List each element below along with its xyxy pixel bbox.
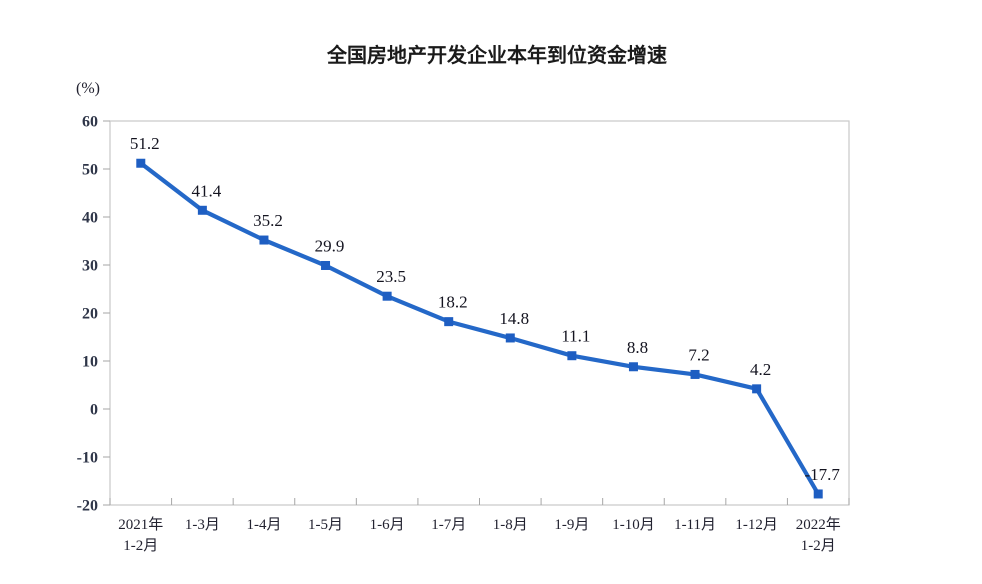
data-point-marker	[444, 317, 454, 327]
x-axis-labels: 2021年 1-2月 1-3月 1-4月 1-5月 1-6月 1-7月 1-8月 1-9月 1-1…	[118, 516, 840, 554]
data-point-label: 4.2	[750, 360, 771, 379]
x-tick-label: 1-3月	[185, 517, 220, 533]
data-point-label: 7.2	[688, 345, 709, 364]
y-tick-label: 10	[82, 354, 98, 371]
data-point-marker	[197, 205, 207, 215]
y-axis-unit-label: (%)	[76, 80, 100, 97]
x-tick-label: 1-10月	[612, 517, 655, 533]
data-point-label: 23.5	[376, 267, 406, 286]
x-tick-label: 2022年 1-2月	[796, 516, 841, 554]
plot-area-border	[109, 120, 850, 506]
data-point-marker	[567, 351, 577, 361]
x-tick-label: 1-7月	[431, 517, 466, 533]
chart-title: 全国房地产开发企业本年到位资金增速	[326, 43, 667, 67]
data-point-label: 29.9	[315, 236, 345, 255]
data-point-marker	[752, 384, 762, 394]
x-tick-label: 1-4月	[246, 517, 281, 533]
y-tick-label: 50	[82, 162, 98, 179]
x-tick-label: 1-6月	[370, 517, 405, 533]
data-point-label: 18.2	[438, 293, 468, 312]
data-point-marker	[628, 362, 638, 372]
data-point-label: -17.7	[804, 465, 840, 484]
y-tick-label: 30	[82, 258, 98, 275]
x-tick-label: 1-8月	[493, 517, 528, 533]
data-point-markers	[136, 158, 823, 499]
data-point-labels: 51.2 41.4 35.2 29.9 23.5 18.2 14.8 11.1 8.8 7.2 4.…	[130, 134, 840, 484]
data-point-marker	[690, 369, 700, 379]
data-point-marker	[321, 260, 331, 270]
data-point-label: 35.2	[253, 211, 283, 230]
data-point-marker	[813, 489, 823, 499]
data-series-line	[138, 161, 821, 497]
x-tick-label: 1-9月	[554, 517, 589, 533]
y-tick-label: 40	[82, 210, 98, 227]
x-tick-label: 1-12月	[735, 517, 778, 533]
y-tick-label: -10	[77, 450, 98, 467]
x-tick-label: 1-5月	[308, 517, 343, 533]
y-tick-label: 0	[90, 402, 98, 419]
x-tick-label: 1-11月	[674, 517, 716, 533]
y-axis-ticks: -20 -10 0 10 20 30 40 50 60	[77, 114, 110, 515]
data-point-marker	[259, 235, 269, 245]
y-tick-label: 20	[82, 306, 98, 323]
data-point-label: 51.2	[130, 134, 160, 153]
series-polyline	[138, 161, 821, 497]
data-point-label: 8.8	[627, 338, 648, 357]
data-point-marker	[136, 158, 146, 168]
x-tick-label: 2021年 1-2月	[118, 516, 163, 554]
y-tick-label: -20	[77, 498, 98, 515]
data-point-label: 11.1	[561, 327, 590, 346]
data-point-label: 41.4	[192, 181, 222, 200]
data-point-marker	[382, 291, 392, 301]
data-point-label: 14.8	[499, 309, 529, 328]
data-point-marker	[505, 333, 515, 343]
x-axis-ticks	[109, 498, 850, 505]
y-tick-label: 60	[82, 114, 98, 131]
